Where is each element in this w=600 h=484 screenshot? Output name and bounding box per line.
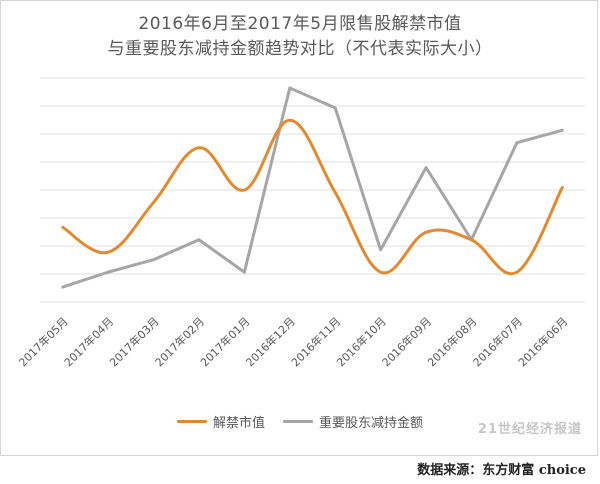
watermark: 21世纪经济报道 <box>477 422 582 437</box>
chart-title-line2: 与重要股东减持金额趋势对比（不代表实际大小） <box>107 39 493 59</box>
legend-label-unlock-value: 解禁市值 <box>212 416 265 431</box>
legend-swatch-unlock-value <box>176 420 207 423</box>
legend-swatch-shareholder-reduction <box>283 420 313 423</box>
legend-label-shareholder-reduction: 重要股东减持金额 <box>319 416 424 431</box>
series-line-unlock-value <box>61 118 564 276</box>
series-line-shareholder-reduction <box>61 86 564 289</box>
data-source-note: 数据来源：东方财富 choice <box>417 463 586 478</box>
chart-title-line1: 2016年6月至2017年5月限售股解禁市值 <box>138 14 462 34</box>
legend: 解禁市值 重要股东减持金额 <box>0 412 600 431</box>
legend-item-unlock-value: 解禁市值 <box>176 412 265 431</box>
legend-item-shareholder-reduction: 重要股东减持金额 <box>283 412 423 431</box>
x-tick-label: 2016年06月 <box>515 314 570 369</box>
chart-frame <box>0 0 598 456</box>
